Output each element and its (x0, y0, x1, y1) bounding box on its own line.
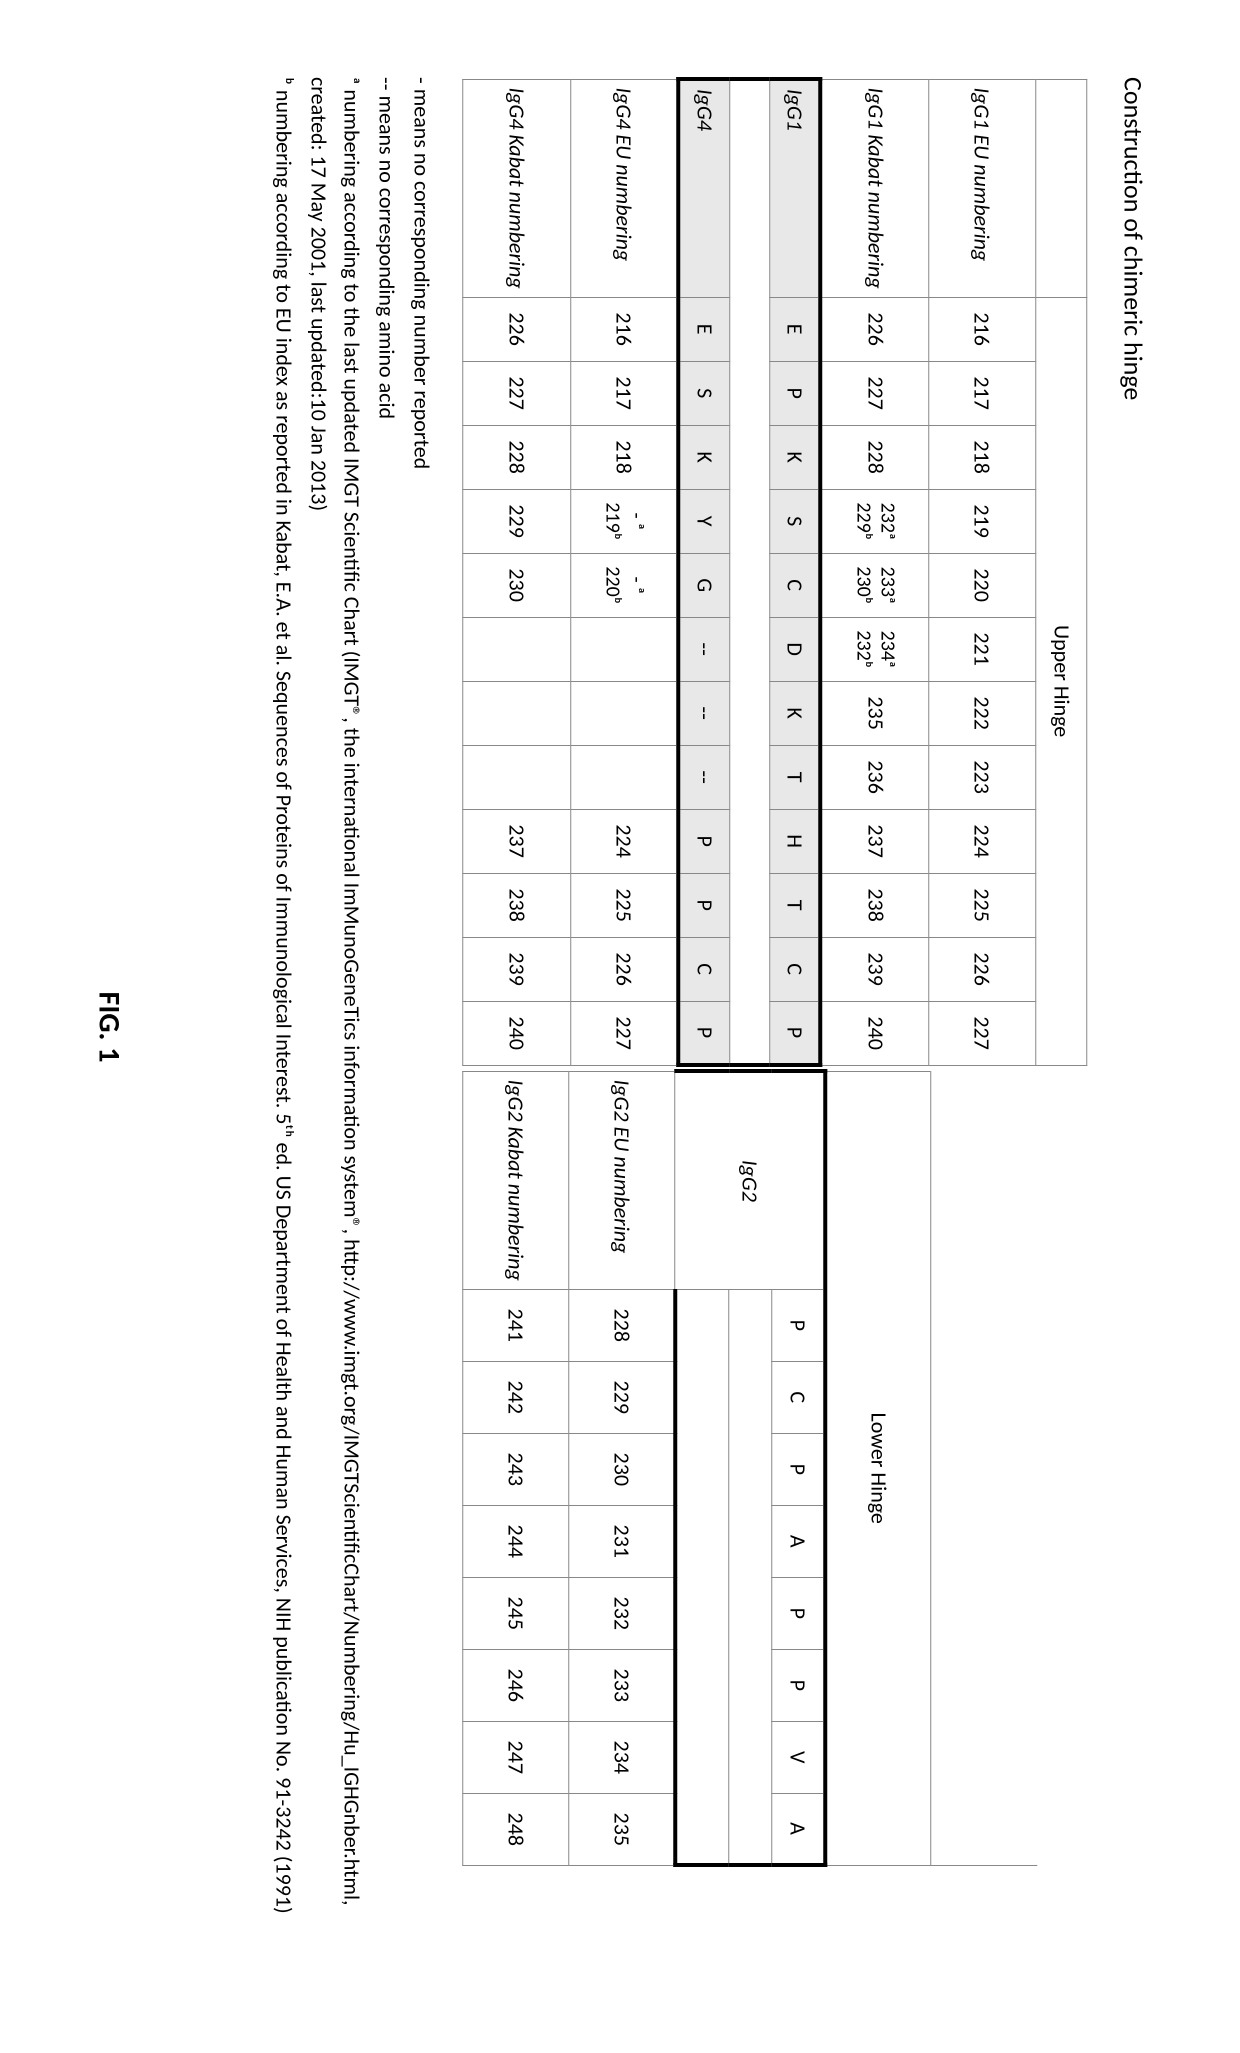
figure-label: FIG. 1 (91, 77, 128, 1977)
footnote-line: - means no corresponding number reported (406, 77, 439, 1977)
table-row: IgG2 P C P A P P V A (772, 1071, 826, 1865)
row-label: IgG1 (770, 79, 821, 297)
row-label: IgG2 Kabat numbering (463, 1071, 569, 1289)
table-wrap: Upper Hinge IgG1 EU numbering 216 217 21… (463, 77, 1088, 1977)
footnotes: - means no corresponding number reported… (268, 77, 439, 1977)
footnote-line: ᵇ numbering according to EU index as rep… (268, 77, 301, 1977)
table-row: IgG1 EU numbering 216 217 218 219 220 22… (928, 79, 1036, 1065)
lower-hinge-header: Lower Hinge (825, 1071, 931, 1865)
row-label: IgG4 (679, 79, 730, 297)
table-row: IgG4 E S K Y G -- -- -- P P C P (679, 79, 730, 1065)
page-title: Construction of chimeric hinge (1117, 77, 1149, 1977)
upper-hinge-header: Upper Hinge (1036, 297, 1087, 1065)
table-row (729, 79, 770, 1065)
row-label: IgG1 Kabat numbering (821, 79, 929, 297)
row-label: IgG2 EU numbering (569, 1071, 675, 1289)
table-row (931, 1071, 1037, 1865)
row-label: IgG4 EU numbering (571, 79, 679, 297)
upper-hinge-table: Upper Hinge IgG1 EU numbering 216 217 21… (463, 77, 1088, 1067)
ref-label: IgG2 (675, 1071, 825, 1289)
table-row: IgG2 Kabat numbering 241 242 243 244 245… (463, 1071, 569, 1865)
table-row: IgG1 Kabat numbering 226 227 228 232ᵃ 22… (821, 79, 929, 1065)
row-label: IgG1 EU numbering (928, 79, 1036, 297)
table-row: IgG1 E P K S C D K T H T C P (770, 79, 821, 1065)
table-row: Upper Hinge (1036, 79, 1087, 1065)
footnote-line: -- means no corresponding amino acid (371, 77, 404, 1977)
table-row (1037, 1071, 1087, 1865)
table-row: Lower Hinge (825, 1071, 931, 1865)
lower-hinge-table: Lower Hinge IgG2 P C P A P P V A IgG2 EU… (463, 1069, 1088, 1867)
footnote-line: ᵃ numbering according to the last update… (303, 77, 369, 1977)
row-label: IgG4 Kabat numbering (463, 79, 571, 297)
table-row: IgG4 EU numbering 216 217 218 - ᵃ 219ᵇ -… (571, 79, 679, 1065)
table-row: IgG2 EU numbering 228 229 230 231 232 23… (569, 1071, 675, 1865)
table-row: IgG4 Kabat numbering 226 227 228 229 230… (463, 79, 571, 1065)
